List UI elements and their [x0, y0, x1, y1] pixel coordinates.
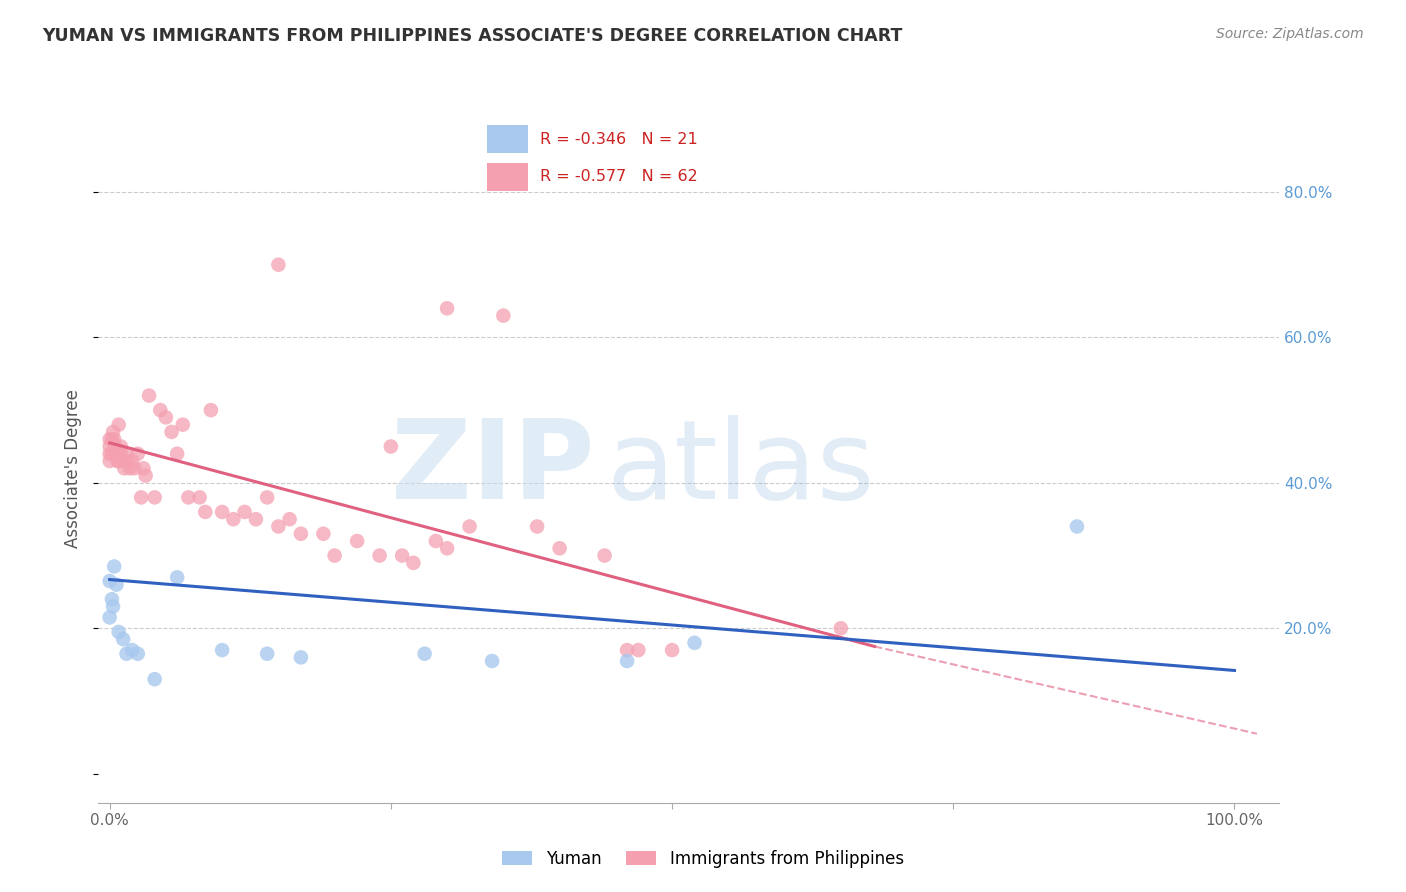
Point — [290, 526, 312, 541]
Point — [200, 403, 222, 417]
Point — [616, 654, 638, 668]
Point — [112, 461, 135, 475]
Point — [391, 549, 413, 563]
Point — [593, 549, 616, 563]
Bar — [488, 162, 527, 191]
Point — [278, 512, 301, 526]
Point — [380, 440, 402, 454]
Bar — [488, 125, 527, 153]
Point — [143, 672, 166, 686]
Point — [166, 570, 188, 584]
Point — [233, 505, 256, 519]
Point — [627, 643, 650, 657]
Text: atlas: atlas — [606, 415, 875, 522]
Point — [458, 519, 481, 533]
Point — [101, 592, 124, 607]
Point — [526, 519, 548, 533]
Point — [143, 491, 166, 505]
Point — [267, 258, 290, 272]
Point — [129, 491, 152, 505]
Point — [117, 454, 139, 468]
Y-axis label: Associate's Degree: Associate's Degree — [65, 389, 83, 548]
Point — [436, 541, 458, 556]
Legend: Yuman, Immigrants from Philippines: Yuman, Immigrants from Philippines — [496, 844, 910, 875]
Point — [103, 559, 125, 574]
Point — [290, 650, 312, 665]
Point — [107, 454, 129, 468]
Point — [104, 440, 127, 454]
Point — [132, 461, 155, 475]
Point — [830, 621, 852, 635]
Point — [121, 454, 143, 468]
Point — [267, 519, 290, 533]
Point — [256, 647, 278, 661]
Point — [194, 505, 217, 519]
Point — [166, 447, 188, 461]
Point — [346, 534, 368, 549]
Point — [138, 388, 160, 402]
Point — [115, 447, 138, 461]
Point — [188, 491, 211, 505]
Point — [110, 447, 132, 461]
Point — [548, 541, 571, 556]
Point — [107, 624, 129, 639]
Point — [101, 432, 124, 446]
Point — [160, 425, 183, 439]
Point — [98, 440, 121, 454]
Text: Source: ZipAtlas.com: Source: ZipAtlas.com — [1216, 27, 1364, 41]
Point — [105, 577, 128, 591]
Point — [98, 574, 121, 588]
Point — [492, 309, 515, 323]
Point — [127, 447, 149, 461]
Point — [312, 526, 335, 541]
Point — [124, 461, 146, 475]
Point — [425, 534, 447, 549]
Point — [245, 512, 267, 526]
Point — [101, 425, 124, 439]
Point — [481, 654, 503, 668]
Point — [107, 454, 129, 468]
Point — [402, 556, 425, 570]
Point — [256, 491, 278, 505]
Text: R = -0.577   N = 62: R = -0.577 N = 62 — [540, 169, 697, 185]
Point — [149, 403, 172, 417]
Text: ZIP: ZIP — [391, 415, 595, 522]
Point — [222, 512, 245, 526]
Point — [115, 647, 138, 661]
Point — [98, 610, 121, 624]
Point — [661, 643, 683, 657]
Text: YUMAN VS IMMIGRANTS FROM PHILIPPINES ASSOCIATE'S DEGREE CORRELATION CHART: YUMAN VS IMMIGRANTS FROM PHILIPPINES ASS… — [42, 27, 903, 45]
Point — [172, 417, 194, 432]
Point — [368, 549, 391, 563]
Point — [98, 447, 121, 461]
Point — [323, 549, 346, 563]
Point — [616, 643, 638, 657]
Point — [127, 647, 149, 661]
Point — [118, 461, 141, 475]
Point — [436, 301, 458, 316]
Point — [112, 632, 135, 647]
Point — [107, 417, 129, 432]
Point — [98, 432, 121, 446]
Point — [413, 647, 436, 661]
Point — [155, 410, 177, 425]
Point — [98, 454, 121, 468]
Point — [112, 454, 135, 468]
Point — [1066, 519, 1088, 533]
Point — [101, 599, 124, 614]
Point — [101, 447, 124, 461]
Point — [177, 491, 200, 505]
Point — [110, 440, 132, 454]
Point — [683, 636, 706, 650]
Point — [211, 643, 233, 657]
Point — [135, 468, 157, 483]
Point — [103, 432, 125, 446]
Point — [121, 643, 143, 657]
Text: R = -0.346   N = 21: R = -0.346 N = 21 — [540, 132, 697, 147]
Point — [211, 505, 233, 519]
Point — [105, 447, 128, 461]
